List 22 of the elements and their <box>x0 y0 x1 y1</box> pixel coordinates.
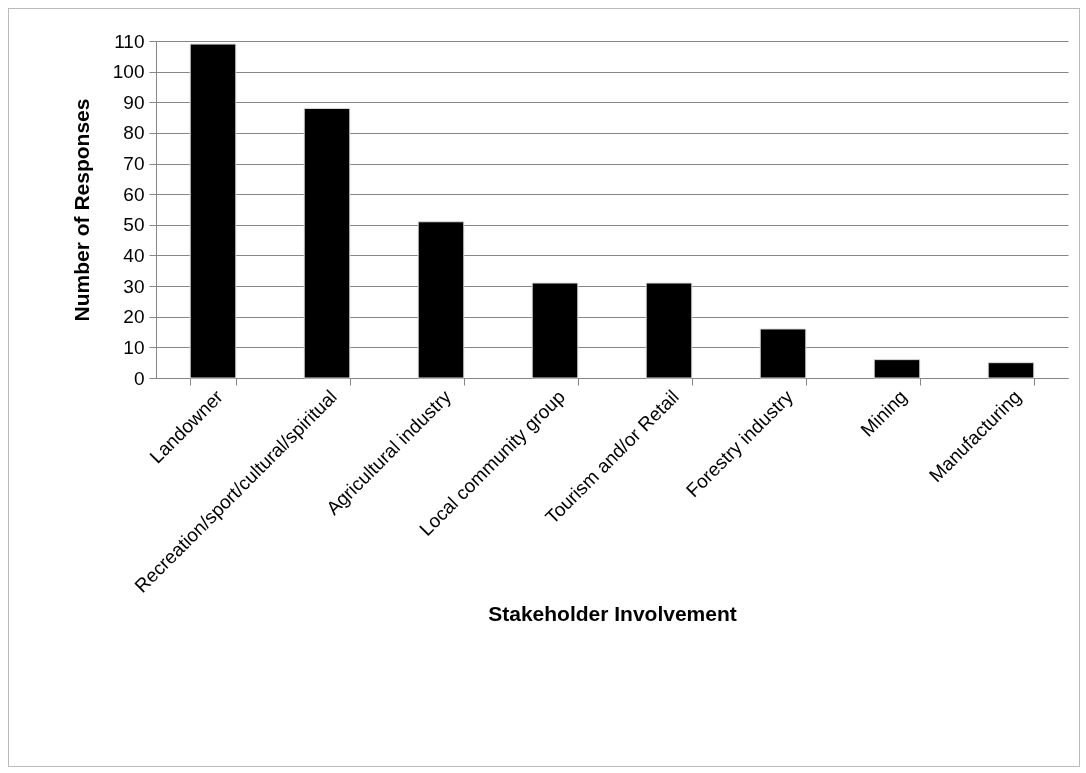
y-tick-label: 20 <box>123 306 145 328</box>
y-tick-label: 90 <box>123 91 145 113</box>
y-tick-label: 30 <box>123 275 145 297</box>
y-tick-label: 70 <box>123 153 145 175</box>
bar <box>531 282 579 379</box>
bar <box>645 282 693 379</box>
bar <box>189 43 237 379</box>
bar <box>417 221 465 379</box>
bar <box>873 359 921 379</box>
y-tick-label: 100 <box>112 61 145 83</box>
y-axis-title: Number of Responses <box>69 98 93 322</box>
bar <box>303 107 351 379</box>
y-tick-label: 50 <box>123 214 145 236</box>
y-tick-label: 60 <box>123 183 145 205</box>
bar <box>759 328 807 379</box>
y-tick-label: 0 <box>133 367 145 389</box>
y-tick-label: 10 <box>123 336 145 358</box>
x-axis-title: Stakeholder Involvement <box>488 601 737 625</box>
y-tick-label: 80 <box>123 122 145 144</box>
y-tick-label: 110 <box>114 30 145 52</box>
y-tick-label: 40 <box>123 244 145 266</box>
bar <box>987 362 1035 379</box>
